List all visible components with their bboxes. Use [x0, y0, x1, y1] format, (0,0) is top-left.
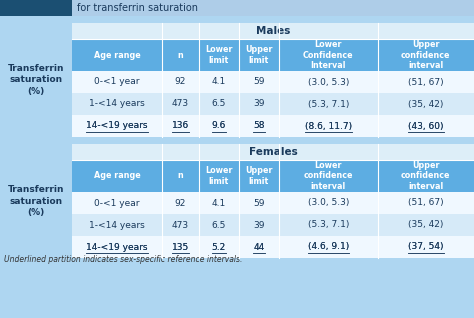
Text: 5.2: 5.2 — [211, 243, 226, 252]
Text: 92: 92 — [175, 198, 186, 208]
Text: 0-<1 year: 0-<1 year — [94, 198, 140, 208]
Text: Lower
Confidence
Interval: Lower Confidence Interval — [303, 40, 354, 70]
Text: Transferrin
saturation
(%): Transferrin saturation (%) — [8, 65, 64, 96]
Text: Underlined partition indicates sex-specific reference intervals.: Underlined partition indicates sex-speci… — [4, 254, 242, 264]
Text: Females: Females — [249, 147, 297, 157]
Text: (3.0, 5.3): (3.0, 5.3) — [308, 198, 349, 208]
Bar — [0, 0, 474, 16]
Text: 14-<19 years: 14-<19 years — [86, 121, 148, 130]
Text: (4.6, 9.1): (4.6, 9.1) — [308, 243, 349, 252]
Bar — [72, 160, 474, 192]
Bar — [72, 71, 474, 93]
Text: 14-<19 years: 14-<19 years — [86, 121, 148, 130]
Text: 39: 39 — [253, 220, 264, 230]
Text: (51, 67): (51, 67) — [408, 78, 444, 86]
Bar — [72, 93, 474, 115]
Bar — [72, 0, 474, 16]
Text: 473: 473 — [172, 100, 189, 108]
Text: 135: 135 — [172, 243, 189, 252]
Text: 1-<14 years: 1-<14 years — [90, 220, 145, 230]
Text: 473: 473 — [172, 220, 189, 230]
Text: 14-<19 years: 14-<19 years — [86, 243, 148, 252]
Text: 92: 92 — [175, 78, 186, 86]
Bar — [72, 214, 474, 236]
Text: Transferrin
saturation
(%): Transferrin saturation (%) — [8, 185, 64, 217]
Text: (35, 42): (35, 42) — [408, 220, 444, 230]
Text: (37, 54): (37, 54) — [408, 243, 444, 252]
Bar — [72, 115, 474, 137]
Text: (8.6, 11.7): (8.6, 11.7) — [305, 121, 352, 130]
Text: 59: 59 — [253, 198, 264, 208]
Text: 14-<19 years: 14-<19 years — [86, 243, 148, 252]
Text: Lower
confidence
interval: Lower confidence interval — [303, 162, 353, 190]
Text: Upper
confidence
interval: Upper confidence interval — [401, 40, 450, 70]
Text: (37, 54): (37, 54) — [408, 243, 444, 252]
Text: (35, 42): (35, 42) — [408, 100, 444, 108]
Text: 58: 58 — [253, 121, 264, 130]
Text: 4.1: 4.1 — [211, 198, 226, 208]
Bar — [72, 23, 474, 39]
Text: n: n — [178, 51, 183, 59]
Text: 1-<14 years: 1-<14 years — [90, 100, 145, 108]
Text: 4.1: 4.1 — [211, 78, 226, 86]
Text: Upper
limit: Upper limit — [245, 45, 273, 65]
Bar — [72, 144, 474, 160]
Text: 135: 135 — [172, 243, 189, 252]
Text: (43, 60): (43, 60) — [408, 121, 444, 130]
Text: Males: Males — [256, 26, 290, 36]
Text: 39: 39 — [253, 100, 264, 108]
Bar — [72, 39, 474, 71]
Text: 6.5: 6.5 — [211, 100, 226, 108]
Text: Age range: Age range — [94, 171, 141, 181]
Text: 136: 136 — [172, 121, 189, 130]
Text: 5.2: 5.2 — [211, 243, 226, 252]
Text: Upper
limit: Upper limit — [245, 167, 273, 185]
Text: 9.6: 9.6 — [211, 121, 226, 130]
Text: 58: 58 — [253, 121, 264, 130]
Text: Upper
confidence
interval: Upper confidence interval — [401, 162, 450, 190]
Text: (3.0, 5.3): (3.0, 5.3) — [308, 78, 349, 86]
Bar — [0, 23, 72, 137]
Text: (43, 60): (43, 60) — [408, 121, 444, 130]
Text: (51, 67): (51, 67) — [408, 198, 444, 208]
Bar — [72, 192, 474, 214]
Text: 6.5: 6.5 — [211, 220, 226, 230]
Text: n: n — [178, 171, 183, 181]
Text: (5.3, 7.1): (5.3, 7.1) — [308, 220, 349, 230]
Text: (5.3, 7.1): (5.3, 7.1) — [308, 100, 349, 108]
Text: 0-<1 year: 0-<1 year — [94, 78, 140, 86]
Bar — [0, 144, 72, 258]
Text: 9.6: 9.6 — [211, 121, 226, 130]
Text: for transferrin saturation: for transferrin saturation — [77, 3, 198, 13]
Text: Lower
limit: Lower limit — [205, 45, 232, 65]
Text: (4.6, 9.1): (4.6, 9.1) — [308, 243, 349, 252]
Text: 136: 136 — [172, 121, 189, 130]
Text: 44: 44 — [253, 243, 264, 252]
Text: 44: 44 — [253, 243, 264, 252]
Bar — [72, 236, 474, 258]
Text: Lower
limit: Lower limit — [205, 167, 232, 185]
Text: 59: 59 — [253, 78, 264, 86]
Text: (8.6, 11.7): (8.6, 11.7) — [305, 121, 352, 130]
Text: Age range: Age range — [94, 51, 141, 59]
